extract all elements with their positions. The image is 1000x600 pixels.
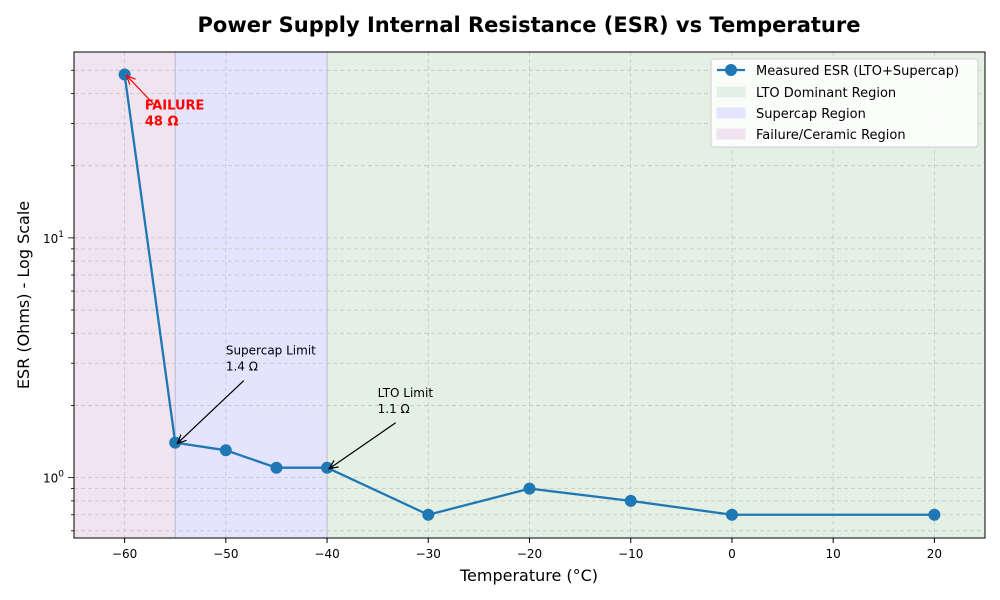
legend-swatch bbox=[716, 86, 746, 98]
annotation-arrow bbox=[177, 380, 245, 444]
annotation-label: Supercap Limit bbox=[226, 344, 316, 358]
annotation-label: FAILURE bbox=[145, 98, 205, 113]
y-tick-label: 101 bbox=[43, 230, 64, 246]
annotation-label: LTO Limit bbox=[378, 386, 434, 400]
annotation-value: 1.4 Ω bbox=[226, 360, 258, 374]
legend: Measured ESR (LTO+Supercap) LTO Dominant … bbox=[710, 58, 979, 148]
data-point bbox=[270, 461, 283, 474]
data-point bbox=[422, 508, 435, 521]
x-tick-label: −30 bbox=[416, 547, 441, 561]
annotation-arrow bbox=[127, 76, 158, 108]
legend-label: Supercap Region bbox=[756, 107, 866, 122]
x-tick-label: 20 bbox=[927, 547, 942, 561]
annotation-value: 48 Ω bbox=[145, 114, 179, 129]
legend-swatch bbox=[716, 128, 746, 140]
data-point bbox=[928, 508, 941, 521]
series-line bbox=[123, 74, 935, 516]
x-tick-label: 10 bbox=[826, 547, 841, 561]
y-tick-label: 100 bbox=[43, 470, 64, 486]
data-point bbox=[624, 494, 637, 507]
annotation-arrow bbox=[329, 422, 397, 469]
legend-box bbox=[710, 58, 979, 148]
x-tick-label: −10 bbox=[618, 547, 643, 561]
chart-title: Power Supply Internal Resistance (ESR) v… bbox=[198, 13, 861, 37]
legend-label: LTO Dominant Region bbox=[756, 86, 896, 101]
region-1 bbox=[175, 52, 328, 538]
data-point bbox=[219, 444, 232, 457]
x-tick-label: 0 bbox=[728, 547, 736, 561]
annotation-value: 1.1 Ω bbox=[378, 402, 410, 416]
x-tick-label: −40 bbox=[314, 547, 339, 561]
data-point bbox=[169, 436, 182, 449]
y-axis-label: ESR (Ohms) - Log Scale bbox=[14, 201, 33, 389]
data-point bbox=[725, 508, 738, 521]
x-tick-label: −60 bbox=[112, 547, 137, 561]
x-tick-label: −20 bbox=[517, 547, 542, 561]
axes-frame bbox=[73, 51, 986, 539]
legend-label: Failure/Ceramic Region bbox=[756, 128, 906, 143]
legend-label: Measured ESR (LTO+Supercap) bbox=[756, 64, 959, 79]
data-point bbox=[118, 68, 131, 81]
x-axis-label: Temperature (°C) bbox=[459, 566, 598, 585]
x-tick-label: −50 bbox=[213, 547, 238, 561]
legend-marker-icon bbox=[725, 64, 737, 76]
legend-swatch bbox=[716, 107, 746, 119]
data-point bbox=[523, 482, 536, 495]
